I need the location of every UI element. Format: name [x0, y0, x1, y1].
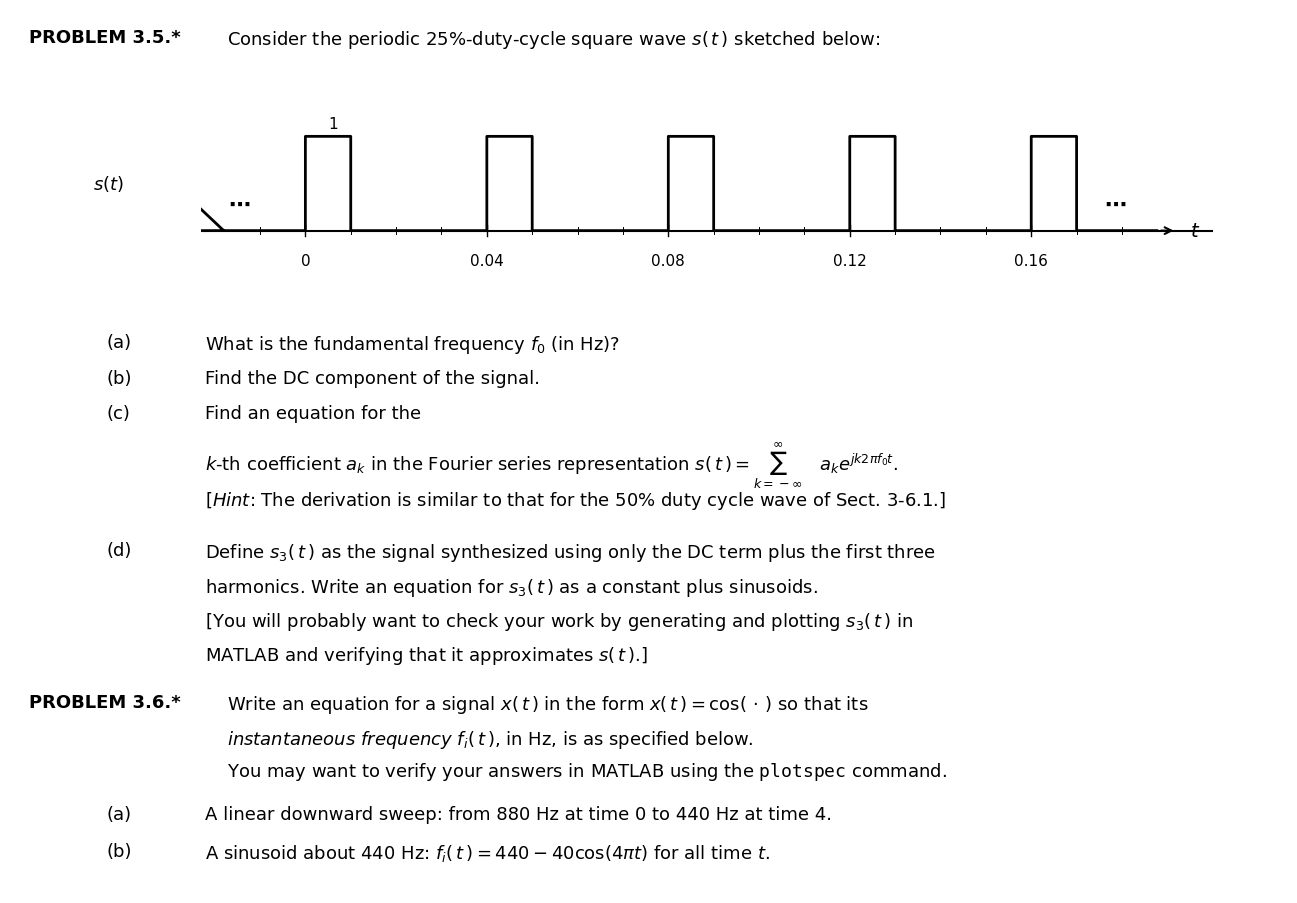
Text: Find the DC component of the signal.: Find the DC component of the signal.	[205, 369, 540, 387]
Text: $t$: $t$	[1191, 222, 1200, 241]
Text: $s(t)$: $s(t)$	[93, 174, 125, 194]
Text: $k$-th coefficient $a_k$ in the Fourier series representation $s(\,t\,) = \sum_{: $k$-th coefficient $a_k$ in the Fourier …	[205, 440, 898, 490]
Text: Write an equation for a signal $x(\,t\,)$ in the form $x(\,t\,) = \cos(\,\cdot\,: Write an equation for a signal $x(\,t\,)…	[227, 694, 869, 715]
Text: [You will probably want to check your work by generating and plotting $s_3(\,t\,: [You will probably want to check your wo…	[205, 610, 913, 632]
Text: $\mathit{instantaneous\ frequency}$ $f_i(\,t\,)$, in Hz, is as specified below.: $\mathit{instantaneous\ frequency}$ $f_i…	[227, 728, 754, 749]
Text: A sinusoid about 440 Hz: $f_i(\,t\,) = 440 - 40\cos(4\pi t)$ for all time $t$.: A sinusoid about 440 Hz: $f_i(\,t\,) = 4…	[205, 842, 769, 862]
Text: [$\it{Hint}$: The derivation is similar to that for the 50% duty cycle wave of S: [$\it{Hint}$: The derivation is similar …	[205, 489, 946, 511]
Text: (b): (b)	[106, 369, 132, 387]
Text: (c): (c)	[106, 405, 130, 423]
Text: (d): (d)	[106, 542, 132, 560]
Text: (b): (b)	[106, 842, 132, 860]
Text: A linear downward sweep: from 880 Hz at time 0 to 440 Hz at time 4.: A linear downward sweep: from 880 Hz at …	[205, 805, 831, 824]
Text: Define $s_3(\,t\,)$ as the signal synthesized using only the DC term plus the fi: Define $s_3(\,t\,)$ as the signal synthe…	[205, 542, 936, 563]
Text: Consider the periodic 25%-duty-cycle square wave $s(\,t\,)$ sketched below:: Consider the periodic 25%-duty-cycle squ…	[227, 29, 881, 51]
Text: $\mathbf{\cdots}$: $\mathbf{\cdots}$	[228, 194, 250, 214]
Text: You may want to verify your answers in MATLAB using the $\mathtt{plotspec}$ comm: You may want to verify your answers in M…	[227, 760, 947, 782]
Text: $\mathbf{\cdots}$: $\mathbf{\cdots}$	[1104, 194, 1126, 214]
Text: harmonics. Write an equation for $s_3(\,t\,)$ as a constant plus sinusoids.: harmonics. Write an equation for $s_3(\,…	[205, 576, 817, 598]
Text: What is the fundamental frequency $f_0$ (in Hz)?: What is the fundamental frequency $f_0$ …	[205, 334, 620, 356]
Text: Find an equation for the: Find an equation for the	[205, 405, 422, 423]
Text: (a): (a)	[106, 805, 131, 824]
Text: PROBLEM 3.6.*: PROBLEM 3.6.*	[29, 694, 180, 712]
Text: (a): (a)	[106, 334, 131, 352]
Text: MATLAB and verifying that it approximates $s(\,t\,)$.]: MATLAB and verifying that it approximate…	[205, 645, 647, 666]
Text: 1: 1	[328, 116, 337, 132]
Text: PROBLEM 3.5.*: PROBLEM 3.5.*	[29, 29, 180, 47]
